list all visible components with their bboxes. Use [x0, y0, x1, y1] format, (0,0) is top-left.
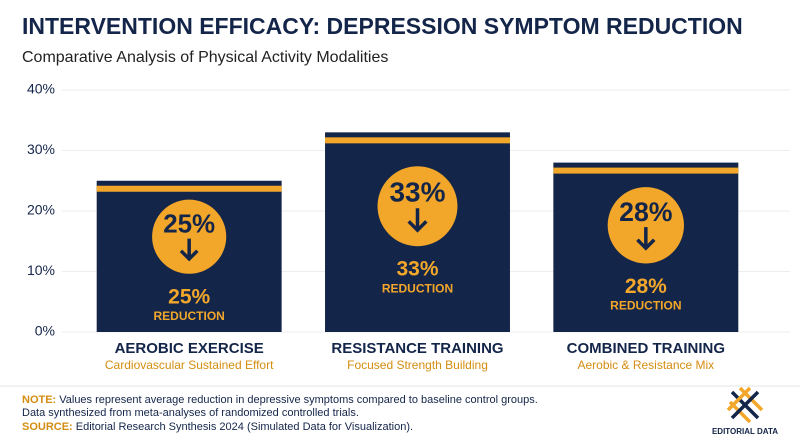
- bar-accent: [553, 167, 739, 174]
- badge: [152, 199, 227, 274]
- x-tick-label: COMBINED TRAINING: [567, 340, 725, 357]
- badge-arrow: [407, 208, 428, 233]
- value-caption: REDUCTION: [610, 299, 681, 313]
- badge-value: 33%: [390, 177, 446, 208]
- chart-subtitle: Comparative Analysis of Physical Activit…: [22, 49, 388, 66]
- badge: [607, 187, 684, 264]
- y-tick-label: 40%: [27, 81, 55, 97]
- y-tick-label: 20%: [27, 202, 55, 218]
- bar-accent: [96, 185, 282, 192]
- x-tick-sublabel: Cardiovascular Sustained Effort: [105, 358, 274, 372]
- value-label: 28%: [625, 275, 667, 298]
- badge-value: 28%: [619, 197, 673, 227]
- x-tick-label: AEROBIC EXERCISE: [115, 340, 264, 357]
- badge: [377, 166, 458, 247]
- chart-title: INTERVENTION EFFICACY: DEPRESSION SYMPTO…: [22, 13, 743, 39]
- x-tick-sublabel: Focused Strength Building: [347, 358, 488, 372]
- badge-arrow: [179, 238, 199, 262]
- value-label: 33%: [396, 258, 438, 281]
- logo-icon: [726, 386, 764, 424]
- badge-arrow: [636, 227, 656, 251]
- note: NOTE: Values represent average reduction …: [22, 394, 538, 406]
- x-tick-label: RESISTANCE TRAINING: [331, 340, 503, 357]
- value-label: 25%: [168, 285, 210, 308]
- note-text: Data synthesized from meta-analyses of r…: [22, 407, 359, 419]
- y-tick-label: 0%: [35, 323, 55, 339]
- note-text: Values represent average reduction in de…: [59, 394, 538, 406]
- bar-accent: [325, 137, 510, 144]
- brand: EDITORIAL DATA: [712, 427, 778, 436]
- source: SOURCE: Editorial Research Synthesis 2024…: [22, 421, 413, 433]
- y-tick-label: 10%: [27, 262, 55, 278]
- source-text: Editorial Research Synthesis 2024 (Simul…: [76, 421, 413, 433]
- y-tick-label: 30%: [27, 141, 55, 157]
- note-label: NOTE:: [22, 394, 56, 406]
- x-tick-sublabel: Aerobic & Resistance Mix: [577, 358, 714, 372]
- badge-value: 25%: [163, 210, 215, 238]
- value-caption: REDUCTION: [153, 309, 224, 323]
- source-label: SOURCE:: [22, 421, 73, 433]
- value-caption: REDUCTION: [382, 281, 453, 295]
